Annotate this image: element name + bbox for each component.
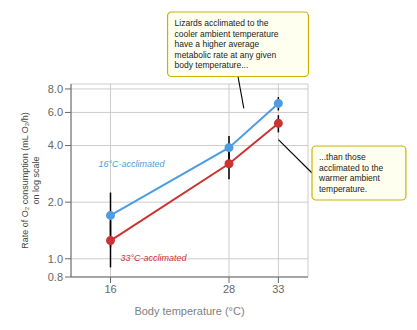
svg-text:0.8: 0.8 bbox=[48, 271, 63, 283]
svg-text:1.0: 1.0 bbox=[48, 253, 63, 265]
svg-text:33°C-acclimated: 33°C-acclimated bbox=[121, 253, 188, 263]
svg-text:6.0: 6.0 bbox=[48, 106, 63, 118]
svg-text:on log scale: on log scale bbox=[31, 156, 41, 204]
svg-text:Body temperature (°C): Body temperature (°C) bbox=[134, 305, 244, 317]
svg-text:Rate of O₂ consumption (mL O₂/: Rate of O₂ consumption (mL O₂/h) bbox=[20, 112, 30, 249]
svg-text:28: 28 bbox=[223, 283, 235, 295]
svg-text:...than thoseacclimated to the: ...than thoseacclimated to thewarmer amb… bbox=[318, 152, 384, 194]
svg-text:Lizards acclimated to thecoole: Lizards acclimated to thecooler ambient … bbox=[175, 18, 279, 70]
svg-text:33: 33 bbox=[272, 283, 284, 295]
svg-text:4.0: 4.0 bbox=[48, 139, 63, 151]
svg-text:16°C-acclimated: 16°C-acclimated bbox=[99, 159, 166, 169]
svg-text:8.0: 8.0 bbox=[48, 83, 63, 95]
svg-text:16: 16 bbox=[104, 283, 116, 295]
svg-text:2.0: 2.0 bbox=[48, 196, 63, 208]
